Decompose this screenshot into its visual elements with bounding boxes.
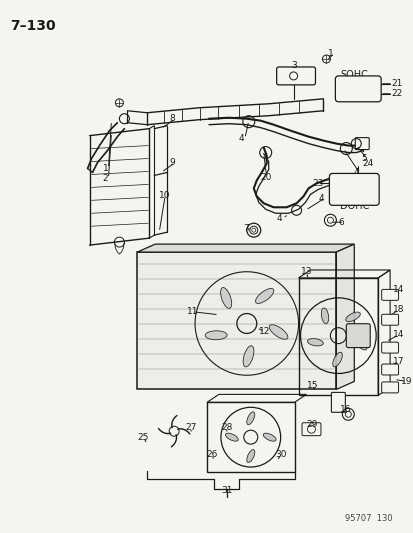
Text: 2: 2 [102,174,108,183]
Ellipse shape [225,433,238,441]
Text: 18: 18 [392,305,404,314]
Text: 14: 14 [392,285,404,294]
Text: —: — [380,90,389,98]
Text: 23: 23 [312,179,323,188]
Ellipse shape [242,346,253,367]
Polygon shape [137,244,354,252]
Ellipse shape [255,288,273,303]
Ellipse shape [263,433,275,441]
Text: 7–130: 7–130 [10,19,55,33]
Text: 27: 27 [185,423,196,432]
Ellipse shape [246,412,254,425]
Ellipse shape [205,331,227,340]
Text: 13: 13 [300,268,311,277]
Text: 20: 20 [260,173,271,182]
FancyBboxPatch shape [329,173,378,205]
Text: 6: 6 [337,217,343,227]
Text: 25: 25 [137,433,148,442]
FancyBboxPatch shape [346,324,369,348]
Text: 28: 28 [221,423,232,432]
Text: DOHC: DOHC [339,201,369,211]
Text: 17: 17 [392,357,404,366]
Ellipse shape [332,352,342,367]
Text: 3: 3 [291,61,297,70]
Text: 4: 4 [352,168,358,177]
Text: 95707  130: 95707 130 [344,514,392,523]
Ellipse shape [220,287,231,309]
Text: 31: 31 [221,487,232,495]
FancyBboxPatch shape [381,364,398,375]
Text: 8: 8 [169,114,175,123]
FancyBboxPatch shape [276,67,315,85]
Ellipse shape [345,312,359,321]
Text: 4: 4 [318,194,323,203]
Text: 5: 5 [361,154,366,163]
Text: 19: 19 [400,377,412,386]
FancyBboxPatch shape [381,382,398,393]
Ellipse shape [307,338,323,346]
Text: 29: 29 [306,419,317,429]
FancyBboxPatch shape [330,392,344,413]
Text: 22: 22 [390,90,401,98]
Text: 9: 9 [169,158,175,167]
FancyBboxPatch shape [354,138,368,150]
Ellipse shape [354,338,366,350]
Text: 10: 10 [159,191,170,200]
FancyBboxPatch shape [381,314,398,325]
Text: 21: 21 [390,79,401,88]
Text: 24: 24 [361,159,373,168]
Text: 12: 12 [258,327,269,336]
Text: 11: 11 [187,308,198,316]
Text: 16: 16 [339,405,351,414]
Text: 30: 30 [275,450,287,458]
FancyBboxPatch shape [335,76,380,102]
Text: 1: 1 [102,164,108,173]
Polygon shape [335,244,354,390]
Text: 15: 15 [306,381,317,390]
Polygon shape [137,252,335,390]
Ellipse shape [246,450,254,463]
Text: 4: 4 [276,214,282,223]
Text: 26: 26 [206,450,217,458]
Text: 1: 1 [328,49,333,58]
Text: 7: 7 [242,224,248,233]
Text: 4: 4 [238,134,244,143]
Text: —: — [380,79,389,88]
Text: SOHC: SOHC [339,70,367,80]
FancyBboxPatch shape [381,289,398,300]
Ellipse shape [320,308,328,324]
Ellipse shape [268,325,287,340]
FancyBboxPatch shape [301,423,320,435]
Text: 14: 14 [392,330,404,339]
FancyBboxPatch shape [381,342,398,353]
